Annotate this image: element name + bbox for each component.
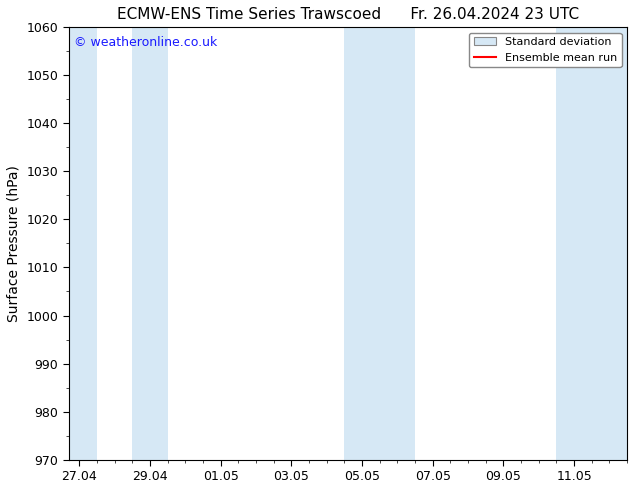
Text: © weatheronline.co.uk: © weatheronline.co.uk <box>74 36 217 49</box>
Bar <box>133 27 168 460</box>
Bar <box>69 27 97 460</box>
Bar <box>557 27 627 460</box>
Title: ECMW-ENS Time Series Trawscoed      Fr. 26.04.2024 23 UTC: ECMW-ENS Time Series Trawscoed Fr. 26.04… <box>117 7 579 22</box>
Bar <box>344 27 415 460</box>
Y-axis label: Surface Pressure (hPa): Surface Pressure (hPa) <box>7 165 21 322</box>
Legend: Standard deviation, Ensemble mean run: Standard deviation, Ensemble mean run <box>469 33 621 67</box>
